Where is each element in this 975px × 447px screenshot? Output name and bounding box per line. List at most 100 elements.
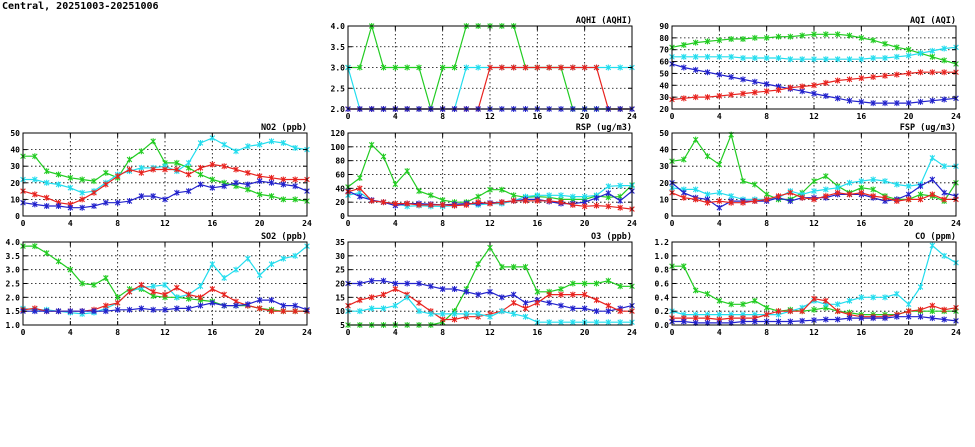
data-point <box>692 136 699 143</box>
data-point <box>917 196 924 203</box>
data-point <box>499 263 505 270</box>
data-point <box>439 64 446 71</box>
data-point <box>487 200 493 207</box>
data-point <box>846 297 853 304</box>
data-point <box>475 310 481 317</box>
data-point <box>752 318 758 325</box>
y-tick-label: 2.5 <box>331 84 346 93</box>
data-point <box>570 319 576 326</box>
data-point <box>941 163 947 170</box>
data-point <box>428 192 434 199</box>
chart-no2: 0 4 8 12 16 20 24 0 10 20 30 40 50 NO2 (ppb) <box>10 123 312 228</box>
page-title: Central, 20251003-20251006 <box>2 1 159 12</box>
data-point <box>716 189 723 196</box>
data-point <box>605 64 612 71</box>
data-point <box>138 193 145 200</box>
y-tick-label: 0 <box>340 212 345 221</box>
data-point <box>43 194 50 201</box>
data-point <box>704 199 711 206</box>
data-point <box>91 189 97 196</box>
data-point <box>245 181 251 188</box>
data-point <box>268 138 275 145</box>
data-point <box>581 203 588 210</box>
data-point <box>357 297 363 304</box>
data-point <box>570 64 576 71</box>
data-point <box>475 199 481 206</box>
data-point <box>221 274 227 281</box>
data-point <box>846 32 853 39</box>
chart-aqi: 0 4 8 12 16 20 24 20 30 40 50 60 70 80 90 AQI (AQI) <box>659 16 961 121</box>
x-tick-label: 24 <box>302 219 312 228</box>
series-blue <box>20 178 310 211</box>
data-point <box>858 294 865 301</box>
y-tick-label: 100 <box>331 143 346 152</box>
data-point <box>929 176 936 183</box>
data-point <box>905 313 912 320</box>
data-point <box>558 64 564 71</box>
y-tick-label: 3.5 <box>6 252 21 261</box>
data-point <box>126 198 133 205</box>
data-point <box>209 299 216 306</box>
data-point <box>368 141 375 148</box>
y-tick-label: 0 <box>15 212 20 221</box>
data-point <box>740 318 746 325</box>
data-point <box>823 186 829 193</box>
data-point <box>558 199 564 206</box>
data-point <box>197 302 204 309</box>
data-point <box>823 31 829 38</box>
data-point <box>894 313 900 320</box>
data-point <box>499 186 505 193</box>
data-point <box>811 178 817 185</box>
data-point <box>439 310 446 317</box>
data-point <box>67 174 74 181</box>
y-tick-label: 10 <box>335 307 345 316</box>
data-point <box>416 299 422 306</box>
series-red <box>669 69 959 103</box>
data-point <box>917 306 924 313</box>
x-tick-label: 4 <box>717 112 722 121</box>
data-point <box>357 174 363 181</box>
data-point <box>882 100 888 107</box>
data-point <box>221 163 227 170</box>
data-point <box>357 185 363 192</box>
data-point <box>79 280 85 287</box>
data-point <box>799 194 805 201</box>
data-point <box>929 191 936 198</box>
series-blue <box>669 313 959 326</box>
chart-title: RSP (ug/m3) <box>576 123 632 133</box>
data-point <box>174 305 180 312</box>
data-point <box>197 171 204 178</box>
data-point <box>681 263 687 270</box>
x-tick-label: 20 <box>904 112 914 121</box>
data-point <box>91 308 97 315</box>
y-tick-label: 0 <box>664 212 669 221</box>
data-point <box>233 148 239 155</box>
series-blue <box>20 297 310 315</box>
data-point <box>475 291 481 298</box>
data-point <box>245 143 251 150</box>
data-point <box>499 199 505 206</box>
data-point <box>787 318 794 325</box>
data-point <box>487 186 493 193</box>
data-point <box>704 153 711 160</box>
data-point <box>416 280 422 287</box>
data-point <box>357 64 363 71</box>
data-point <box>368 305 375 312</box>
data-point <box>103 308 109 315</box>
data-point <box>581 64 588 71</box>
data-point <box>846 315 853 322</box>
data-point <box>268 297 275 304</box>
data-point <box>534 64 541 71</box>
data-point <box>280 255 287 262</box>
data-point <box>570 193 576 200</box>
x-tick-label: 12 <box>485 328 495 337</box>
x-tick-label: 12 <box>160 328 170 337</box>
series-red <box>669 189 959 206</box>
data-point <box>870 100 876 107</box>
series-line <box>22 245 308 315</box>
y-tick-label: 1.0 <box>6 321 21 330</box>
data-point <box>858 178 865 185</box>
data-point <box>91 178 97 185</box>
y-tick-label: 30 <box>335 252 345 261</box>
data-point <box>380 153 387 160</box>
